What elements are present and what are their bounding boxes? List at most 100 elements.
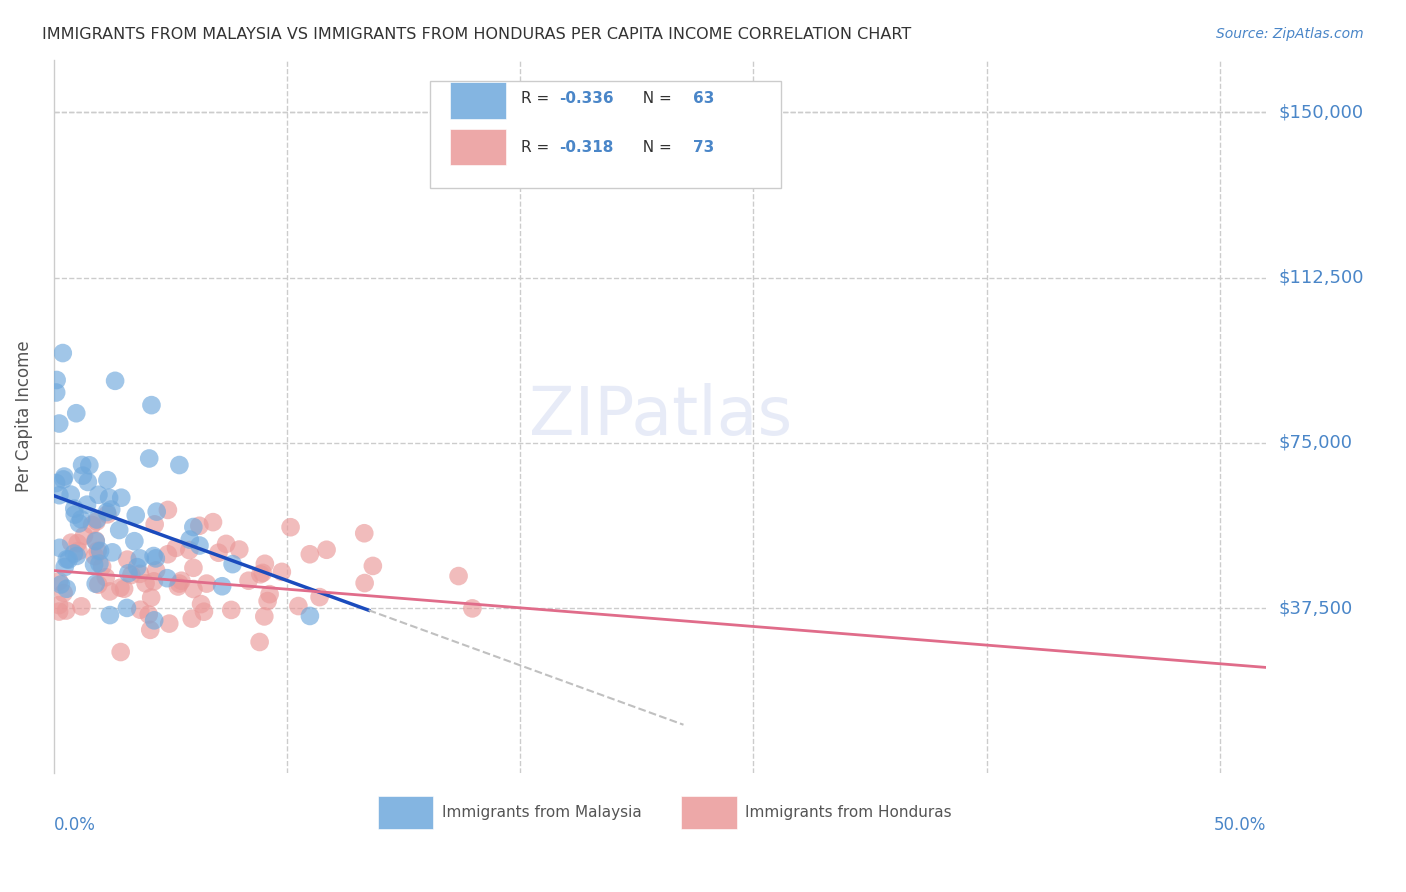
Point	[167, 579, 190, 593]
Point	[60, 535, 83, 549]
Point	[48, 605, 70, 619]
Point	[53, 469, 76, 483]
Point	[193, 605, 215, 619]
Point	[157, 616, 180, 631]
Point	[138, 607, 160, 622]
Point	[94, 570, 117, 584]
Point	[287, 599, 309, 613]
Point	[259, 587, 281, 601]
Point	[461, 601, 484, 615]
Point	[142, 549, 165, 563]
Point	[83, 558, 105, 572]
Text: $37,500: $37,500	[1278, 599, 1353, 617]
Point	[45, 385, 67, 400]
Point	[280, 520, 302, 534]
Text: -0.318: -0.318	[560, 140, 614, 155]
Point	[188, 518, 211, 533]
FancyBboxPatch shape	[430, 81, 782, 188]
Point	[87, 488, 110, 502]
Point	[298, 547, 321, 561]
Point	[58, 552, 80, 566]
Text: $112,500: $112,500	[1278, 268, 1364, 286]
Point	[96, 508, 118, 522]
Point	[96, 473, 118, 487]
Point	[156, 547, 179, 561]
Point	[89, 557, 111, 571]
Text: $75,000: $75,000	[1278, 434, 1353, 452]
Point	[353, 576, 375, 591]
Point	[98, 584, 121, 599]
FancyBboxPatch shape	[681, 796, 737, 829]
Point	[67, 544, 90, 558]
Text: 73: 73	[693, 140, 714, 155]
Point	[228, 542, 250, 557]
Point	[67, 516, 90, 531]
Point	[52, 346, 75, 360]
Point	[315, 542, 337, 557]
Point	[156, 571, 179, 585]
Point	[188, 539, 211, 553]
Point	[55, 552, 77, 566]
Point	[129, 603, 152, 617]
Point	[87, 577, 110, 591]
Point	[110, 581, 132, 595]
Point	[179, 543, 201, 558]
Point	[49, 577, 72, 591]
Point	[63, 547, 86, 561]
Text: 50.0%: 50.0%	[1215, 816, 1267, 834]
Point	[115, 601, 138, 615]
Point	[66, 536, 89, 550]
Point	[145, 505, 167, 519]
Point	[91, 559, 114, 574]
Point	[143, 517, 166, 532]
Point	[52, 586, 75, 600]
Point	[169, 458, 191, 472]
Point	[80, 517, 103, 532]
Point	[249, 635, 271, 649]
Point	[183, 520, 205, 534]
Point	[180, 612, 202, 626]
Point	[112, 582, 135, 596]
Point	[183, 582, 205, 596]
Point	[215, 537, 238, 551]
Point	[45, 373, 67, 387]
Point	[142, 574, 165, 589]
Point	[100, 502, 122, 516]
Point	[129, 566, 152, 581]
Point	[86, 512, 108, 526]
Point	[70, 458, 93, 472]
Point	[108, 523, 131, 537]
Point	[73, 529, 96, 543]
Point	[86, 514, 108, 528]
Point	[207, 546, 229, 560]
Text: IMMIGRANTS FROM MALAYSIA VS IMMIGRANTS FROM HONDURAS PER CAPITA INCOME CORRELATI: IMMIGRANTS FROM MALAYSIA VS IMMIGRANTS F…	[42, 27, 911, 42]
Text: Source: ZipAtlas.com: Source: ZipAtlas.com	[1216, 27, 1364, 41]
Point	[110, 645, 132, 659]
Text: Immigrants from Malaysia: Immigrants from Malaysia	[441, 805, 641, 820]
Point	[66, 549, 89, 563]
Point	[117, 566, 139, 581]
Point	[252, 566, 274, 580]
Point	[72, 468, 94, 483]
Point	[141, 591, 163, 605]
Text: ZIPatlas: ZIPatlas	[529, 384, 792, 450]
Point	[48, 574, 70, 589]
Point	[125, 508, 148, 523]
Point	[48, 541, 70, 555]
Point	[59, 487, 82, 501]
Point	[145, 551, 167, 566]
Point	[70, 599, 93, 614]
Point	[48, 598, 70, 612]
Point	[139, 623, 162, 637]
Text: R =: R =	[520, 91, 554, 106]
Point	[179, 533, 201, 547]
Point	[110, 491, 132, 505]
Point	[221, 557, 243, 571]
FancyBboxPatch shape	[378, 796, 433, 829]
Point	[63, 501, 86, 516]
Point	[101, 545, 124, 559]
Point	[124, 534, 146, 549]
Point	[52, 472, 75, 486]
Point	[253, 609, 276, 624]
Point	[308, 590, 330, 604]
